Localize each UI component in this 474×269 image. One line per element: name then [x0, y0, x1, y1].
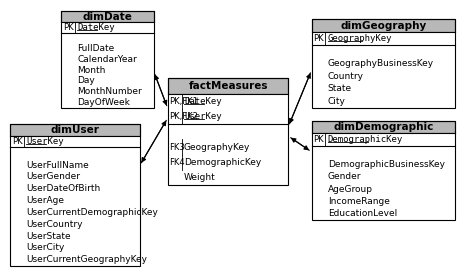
Bar	[10, 183, 140, 195]
Text: DemographicKey: DemographicKey	[328, 135, 403, 144]
Text: UserFullName: UserFullName	[26, 161, 89, 170]
Text: DayOfWeek: DayOfWeek	[77, 98, 130, 107]
Bar	[311, 158, 456, 171]
Bar	[10, 195, 140, 207]
Text: AgeGroup: AgeGroup	[328, 185, 373, 194]
Bar	[10, 171, 140, 183]
Bar	[168, 78, 288, 94]
Bar	[10, 207, 140, 218]
Bar	[311, 19, 456, 108]
Bar	[61, 65, 154, 76]
Bar	[61, 76, 154, 86]
Text: GeographyKey: GeographyKey	[184, 143, 250, 152]
Bar	[61, 22, 154, 33]
Text: PK: PK	[313, 135, 324, 144]
Text: DemographicKey: DemographicKey	[184, 158, 261, 167]
Text: Day: Day	[77, 76, 95, 86]
Bar	[61, 54, 154, 65]
Bar	[311, 195, 456, 208]
Bar	[61, 44, 154, 54]
Bar	[311, 70, 456, 83]
Text: PK,FK1: PK,FK1	[170, 97, 199, 106]
Text: MonthNumber: MonthNumber	[77, 87, 142, 96]
Bar	[10, 136, 140, 147]
Bar	[10, 218, 140, 230]
Bar	[10, 159, 140, 171]
Bar	[311, 171, 456, 183]
Text: CalendarYear: CalendarYear	[77, 55, 137, 64]
Bar	[61, 86, 154, 97]
Bar	[311, 32, 456, 45]
Bar	[168, 139, 288, 155]
Text: Country: Country	[328, 72, 364, 81]
Text: FK3: FK3	[170, 143, 185, 152]
Text: UserGender: UserGender	[26, 172, 80, 182]
Bar	[61, 11, 154, 22]
Text: DemographicBusinessKey: DemographicBusinessKey	[328, 160, 445, 169]
Bar	[311, 19, 456, 32]
Text: FullDate: FullDate	[77, 44, 115, 53]
Text: DateKey: DateKey	[77, 23, 115, 32]
Text: UserCurrentGeographyKey: UserCurrentGeographyKey	[26, 255, 147, 264]
Text: PK: PK	[63, 23, 73, 32]
Text: UserCountry: UserCountry	[26, 220, 83, 229]
Bar	[311, 133, 456, 146]
Bar	[168, 94, 288, 109]
Text: IncomeRange: IncomeRange	[328, 197, 390, 206]
Text: UserDateOfBirth: UserDateOfBirth	[26, 184, 100, 193]
Bar	[10, 124, 140, 266]
Bar	[168, 78, 288, 185]
Text: Month: Month	[77, 66, 106, 75]
Bar	[10, 254, 140, 266]
Bar	[311, 208, 456, 220]
Bar	[311, 183, 456, 195]
Text: DateKey: DateKey	[184, 97, 221, 106]
Text: UserAge: UserAge	[26, 196, 64, 205]
Bar	[311, 121, 456, 220]
Text: dimDate: dimDate	[82, 12, 132, 22]
Text: dimUser: dimUser	[51, 125, 100, 135]
Text: dimGeography: dimGeography	[340, 21, 427, 31]
Bar	[168, 109, 288, 124]
Text: Weight: Weight	[184, 173, 216, 182]
Text: UserCity: UserCity	[26, 243, 64, 252]
Text: Gender: Gender	[328, 172, 361, 181]
Text: factMeasures: factMeasures	[188, 81, 268, 91]
Text: PK: PK	[12, 137, 22, 146]
Text: City: City	[328, 97, 346, 106]
Bar	[168, 170, 288, 185]
Bar	[61, 97, 154, 108]
Bar	[311, 121, 456, 133]
Text: GeographyBusinessKey: GeographyBusinessKey	[328, 59, 434, 68]
Text: PK,FK2: PK,FK2	[170, 112, 199, 121]
Bar	[10, 230, 140, 242]
Text: State: State	[328, 84, 352, 93]
Text: UserState: UserState	[26, 232, 71, 240]
Text: FK4: FK4	[170, 158, 185, 167]
Text: dimDemographic: dimDemographic	[333, 122, 434, 132]
Bar	[10, 124, 140, 136]
Text: EducationLevel: EducationLevel	[328, 210, 397, 218]
Text: UserCurrentDemographicKey: UserCurrentDemographicKey	[26, 208, 158, 217]
Text: GeographyKey: GeographyKey	[328, 34, 392, 43]
Text: PK: PK	[313, 34, 324, 43]
Text: UserKey: UserKey	[26, 137, 64, 146]
Bar	[311, 57, 456, 70]
Bar	[311, 95, 456, 108]
Text: UserKey: UserKey	[184, 112, 221, 121]
Bar	[311, 83, 456, 95]
Bar	[168, 155, 288, 170]
Bar	[10, 242, 140, 254]
Bar	[61, 11, 154, 108]
